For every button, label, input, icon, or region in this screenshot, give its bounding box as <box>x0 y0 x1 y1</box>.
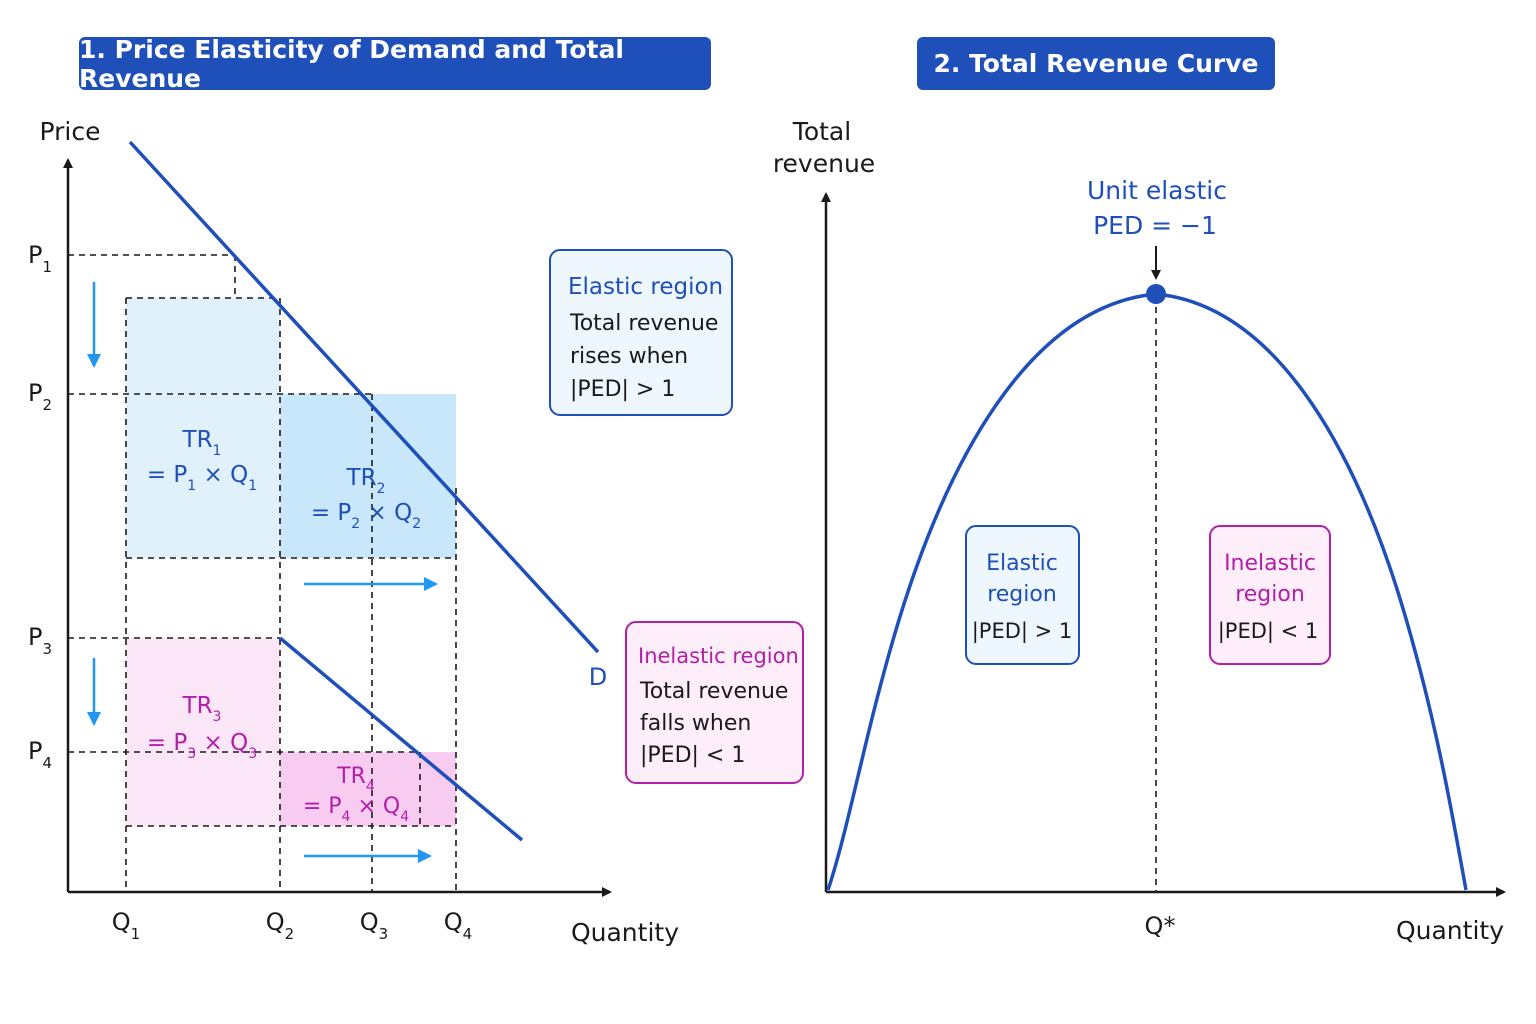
right-panel-title: 2. Total Revenue Curve <box>917 37 1275 90</box>
right-elastic-box-line: Elastic <box>986 551 1058 576</box>
right-x-axis-label: Quantity <box>1396 916 1504 945</box>
svg-text:= P4 × Q4: = P4 × Q4 <box>303 794 409 825</box>
quantity-label-q1: Q1 <box>112 908 140 943</box>
quantity-label-q4: Q4 <box>444 908 472 943</box>
tr1-region <box>126 298 280 558</box>
elastic-callout: Elastic region Total revenue rises when … <box>549 249 733 416</box>
tr1-label: TR1 = P1 × Q1 <box>147 427 257 494</box>
svg-text:TR2: TR2 <box>346 465 386 497</box>
guide-lines <box>68 254 457 892</box>
price-label-p3: P3 <box>28 623 52 658</box>
peak-label-line: Unit elastic <box>1087 176 1227 205</box>
inelastic-callout-title: Inelastic region <box>638 644 799 668</box>
left-panel-title: 1. Price Elasticity of Demand and Total … <box>79 35 711 93</box>
right-chart: Unit elastic PED = −1 Total revenue Quan… <box>773 117 1506 945</box>
svg-text:TR4: TR4 <box>336 764 375 795</box>
right-inelastic-box-line: Inelastic <box>1224 551 1316 576</box>
demand-label: D <box>589 663 607 691</box>
peak-point <box>1146 284 1166 304</box>
left-x-axis-label: Quantity <box>571 918 679 947</box>
demand-curve-lower <box>278 636 524 842</box>
tr3-label: TR3 = P3 × Q3 <box>147 693 257 762</box>
inelastic-callout-line: falls when <box>640 711 751 736</box>
right-inelastic-box: Inelastic region |PED| < 1 <box>1209 525 1331 665</box>
demand-curve-upper <box>128 140 600 654</box>
elastic-callout-title: Elastic region <box>568 274 723 300</box>
svg-text:TR1: TR1 <box>182 427 222 459</box>
right-elastic-box-line: region <box>987 582 1057 607</box>
price-label-p4: P4 <box>28 737 52 772</box>
inelastic-callout-line: |PED| < 1 <box>640 743 745 768</box>
svg-text:= P3 × Q3: = P3 × Q3 <box>147 730 257 762</box>
right-y-axis-label-line: Total <box>792 117 851 146</box>
total-revenue-curve <box>826 292 1468 891</box>
tr4-label: TR4 = P4 × Q4 <box>303 764 409 825</box>
left-y-axis-label: Price <box>40 117 101 146</box>
peak-label-line: PED = −1 <box>1093 211 1217 240</box>
price-label-p2: P2 <box>28 379 52 414</box>
elastic-callout-line: Total revenue <box>569 311 718 336</box>
right-inelastic-box-line: |PED| < 1 <box>1218 619 1319 644</box>
tr3-region <box>126 638 280 826</box>
svg-text:TR3: TR3 <box>182 693 222 725</box>
quantity-label-q2: Q2 <box>266 908 294 943</box>
right-elastic-box: Elastic region |PED| > 1 <box>965 525 1080 665</box>
elastic-callout-line: |PED| > 1 <box>570 377 675 402</box>
inelastic-callout: Inelastic region Total revenue falls whe… <box>625 621 804 784</box>
quantity-label-q3: Q3 <box>360 908 388 943</box>
right-elastic-box-line: |PED| > 1 <box>972 619 1073 644</box>
svg-text:= P1 × Q1: = P1 × Q1 <box>147 462 257 494</box>
inelastic-callout-line: Total revenue <box>639 679 788 704</box>
left-chart: D Price Quantity P1 P2 P3 P4 Q1 Q2 Q3 Q4… <box>28 117 679 947</box>
tr2-region <box>280 394 456 558</box>
elastic-callout-line: rises when <box>570 344 688 369</box>
price-label-p1: P1 <box>28 241 52 276</box>
right-y-axis-label-line: revenue <box>773 149 875 178</box>
tr4-region <box>280 752 456 826</box>
peak-quantity-label: Q* <box>1145 912 1176 940</box>
svg-text:= P2 × Q2: = P2 × Q2 <box>311 500 421 532</box>
right-inelastic-box-line: region <box>1235 582 1305 607</box>
tr2-label: TR2 = P2 × Q2 <box>311 465 421 532</box>
